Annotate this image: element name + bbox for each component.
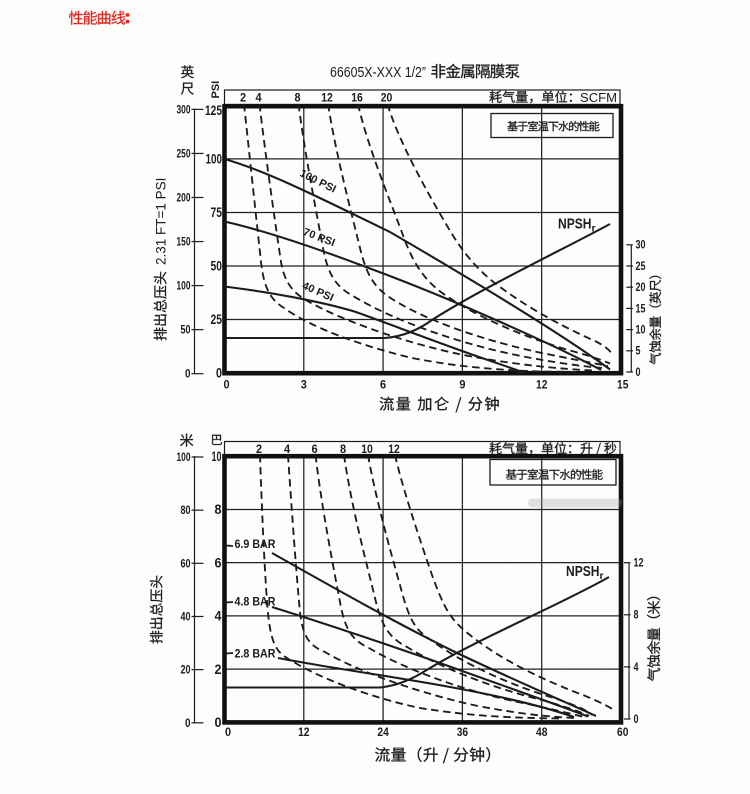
svg-text:10: 10 — [636, 324, 646, 337]
svg-text:9: 9 — [459, 378, 465, 392]
svg-text:48: 48 — [536, 725, 548, 739]
svg-text:25: 25 — [636, 260, 646, 273]
svg-text:15: 15 — [636, 302, 646, 315]
svg-text:4: 4 — [255, 91, 261, 105]
svg-text:30: 30 — [636, 239, 646, 252]
svg-text:2: 2 — [215, 662, 222, 677]
svg-text:200: 200 — [177, 192, 191, 205]
svg-text:36: 36 — [457, 725, 469, 739]
svg-text:2: 2 — [240, 91, 246, 105]
svg-text:300: 300 — [177, 103, 191, 116]
svg-text:6: 6 — [311, 442, 317, 456]
svg-text:100: 100 — [206, 151, 223, 167]
svg-text:80: 80 — [181, 504, 191, 517]
svg-text:2.8 BAR: 2.8 BAR — [235, 647, 276, 661]
svg-text:0: 0 — [215, 715, 222, 730]
svg-text:20: 20 — [181, 664, 191, 677]
svg-text:2: 2 — [256, 442, 262, 456]
svg-text:0: 0 — [634, 713, 639, 726]
svg-text:10: 10 — [212, 449, 222, 464]
svg-text:12: 12 — [321, 91, 333, 105]
svg-text:6: 6 — [380, 378, 386, 392]
svg-text:0: 0 — [216, 364, 222, 380]
svg-text:2.31 FT=1 PSI: 2.31 FT=1 PSI — [154, 178, 169, 265]
svg-text:PSI: PSI — [210, 81, 222, 99]
svg-text:66605X-XXX 1/2”: 66605X-XXX 1/2” — [330, 64, 426, 81]
svg-text:12: 12 — [536, 378, 548, 392]
svg-text:4: 4 — [634, 661, 639, 674]
svg-text:4: 4 — [215, 609, 222, 624]
svg-text:40: 40 — [181, 610, 191, 623]
svg-text:12: 12 — [388, 442, 400, 456]
svg-text:r: r — [600, 570, 604, 582]
svg-text:8: 8 — [340, 442, 346, 456]
svg-text:NPSH: NPSH — [558, 217, 592, 233]
svg-text:0: 0 — [225, 725, 231, 739]
svg-text:12: 12 — [298, 725, 310, 739]
svg-text:150: 150 — [177, 236, 191, 249]
svg-text:6.9 BAR: 6.9 BAR — [235, 537, 276, 551]
svg-text:60: 60 — [617, 725, 629, 739]
svg-text:6: 6 — [215, 555, 222, 570]
svg-text:25: 25 — [211, 311, 223, 327]
svg-text:3: 3 — [301, 378, 307, 392]
svg-text:8: 8 — [294, 91, 300, 105]
svg-text:0: 0 — [636, 366, 641, 379]
svg-text:75: 75 — [211, 204, 223, 220]
svg-text:5: 5 — [636, 345, 641, 358]
svg-text:r: r — [592, 223, 596, 235]
svg-text:4: 4 — [284, 442, 290, 456]
svg-text:8: 8 — [215, 502, 222, 517]
svg-text:125: 125 — [205, 102, 222, 118]
svg-text:250: 250 — [177, 147, 191, 160]
svg-text:50: 50 — [211, 258, 223, 274]
svg-text:NPSH: NPSH — [566, 564, 600, 580]
svg-text:10: 10 — [361, 442, 373, 456]
svg-text:100: 100 — [177, 451, 191, 464]
svg-text:0: 0 — [185, 717, 191, 730]
svg-text:8: 8 — [634, 609, 639, 622]
svg-text:15: 15 — [617, 378, 629, 392]
svg-text:24: 24 — [377, 725, 389, 739]
svg-text:0: 0 — [185, 368, 191, 381]
svg-text:50: 50 — [181, 324, 191, 337]
svg-text:20: 20 — [636, 281, 646, 294]
svg-text:16: 16 — [351, 91, 363, 105]
svg-text:60: 60 — [181, 557, 191, 570]
svg-text:100: 100 — [177, 280, 191, 293]
svg-text:20: 20 — [381, 91, 393, 105]
svg-text:12: 12 — [634, 557, 644, 570]
svg-text:SCFM: SCFM — [580, 90, 617, 105]
svg-text:0: 0 — [223, 378, 229, 392]
svg-text:4.8 BAR: 4.8 BAR — [235, 595, 276, 609]
